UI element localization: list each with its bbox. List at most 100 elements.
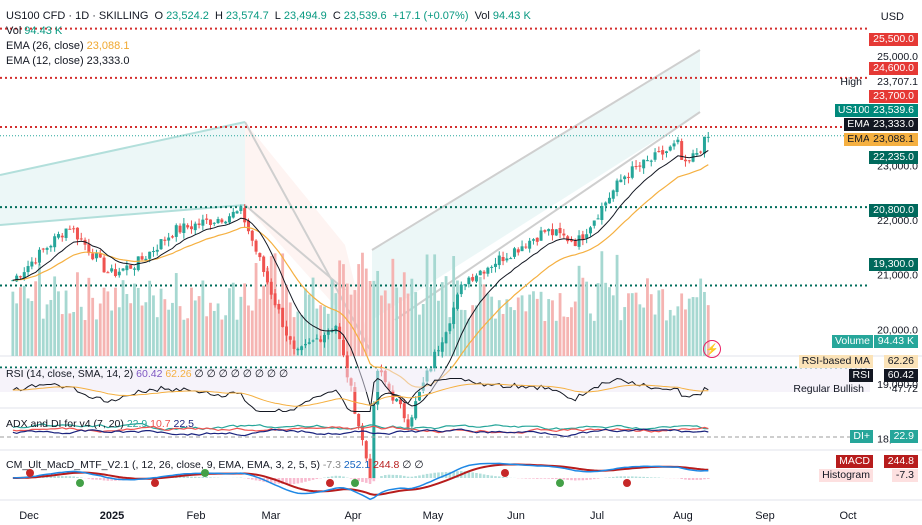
x-tick-jun: Jun [507,510,525,522]
level-tag-23700: 23,700.0 [869,90,918,103]
candle-body [550,229,554,236]
change-value: +17.1 (+0.07%) [392,10,469,22]
level-tag-25500: 25,500.0 [869,33,918,46]
volume-bar [425,254,429,356]
volume-bar [144,302,148,356]
vol-value: 94.43 K [24,25,63,37]
rsi-legend[interactable]: RSI (14, close, SMA, 14, 2) 60.42 62.26 … [6,368,288,380]
macd-histogram-bar [680,478,683,479]
level-tag-20800: 20,800.0 [869,204,918,217]
macd-histogram-bar [186,476,189,478]
candle-body [15,275,19,282]
candle-body [364,441,368,459]
volume-bar [383,290,387,356]
macd-histogram-bar [57,475,60,478]
candle-body [543,230,547,232]
macd-histogram-bar [463,471,467,478]
ema12-legend[interactable]: EMA (12, close) 23,333.0 [6,54,132,68]
candle-body [440,342,444,352]
ema26-value: 23,088.1 [86,40,130,52]
candle-body [338,326,342,340]
macd-histogram-bar [197,476,201,478]
volume-bar [117,307,121,356]
macd-histogram-bar [49,476,53,478]
macd-line [12,462,709,501]
volume-bar [672,315,676,356]
macd-histogram-bar [562,478,566,480]
macd-histogram-bar [338,475,341,478]
candle-body [121,268,125,271]
volume-bar [608,287,611,356]
volume-bar [315,308,319,356]
volume-bar [543,320,547,356]
ema12-tag-label: EMA [844,118,873,131]
volume-bar [361,252,364,356]
ema26-tag-label: EMA [844,133,873,146]
macd-histogram-bar [106,478,110,481]
candle-body [11,280,15,282]
macd-histogram-bar [703,478,706,480]
macd-histogram-bar [623,476,626,478]
candle-body [18,276,22,278]
volume-bar [494,318,497,356]
macd-histogram-bar [418,475,421,478]
volume-bar [357,264,361,356]
macd-histogram-bar [649,477,653,478]
di-plus-tag-label: DI+ [850,430,873,443]
candle-body [170,236,174,238]
last-price-symbol: US100 [834,104,873,117]
candle-body [254,240,258,252]
volume-bar [235,319,239,356]
candle-body [277,304,281,310]
macd-histogram-bar [596,478,600,479]
volume-bar [433,254,437,356]
macd-histogram-bar [497,476,501,478]
volume-legend[interactable]: Vol 94.43 K [6,24,65,38]
x-tick-dec: Dec [19,510,39,522]
rsi-ma-tag: 62.26 [883,355,918,368]
candle-body [588,227,592,234]
volume-bar [516,297,520,356]
ema26-legend[interactable]: EMA (26, close) 23,088.1 [6,39,132,53]
macd-histogram-bar [250,478,254,480]
symbol-label[interactable]: US100 CFD · 1D · SKILLING [6,10,149,22]
last-price-tag: 23,539.6 [869,104,918,117]
histogram-tag-label: Histogram [819,469,873,482]
macd-histogram-bar [95,478,98,480]
lightning-icon[interactable]: ⚡ [703,340,721,358]
candle-body [79,238,83,240]
x-tick-jul: Jul [589,510,605,522]
x-tick-apr: Apr [344,510,362,522]
channel-line [0,121,246,176]
candle-body [398,399,402,405]
macd-histogram-bar [110,478,113,481]
candle-body [623,176,627,180]
volume-bar [421,304,425,356]
candle-body [501,257,505,262]
adx-legend[interactable]: ADX and DI for v4 (7, 20) 22.9 10.7 22.5 [6,418,194,430]
candle-body [102,257,106,273]
macd-histogram-bar [433,472,436,478]
volume-bar [448,317,452,356]
volume-bar [581,277,585,356]
candle-body [512,248,516,257]
volume-bar [380,295,383,356]
currency-label[interactable]: USD [880,11,904,23]
volume-bar [418,314,421,356]
macd-histogram-bar [330,476,334,478]
candle-body [452,307,456,325]
open-value: 23,524.2 [166,10,209,22]
candle-body [224,221,228,224]
volume-bar [627,293,630,356]
channel-shade-1 [0,122,245,225]
macd-histogram-bar [353,478,357,481]
volume-bar [706,305,710,356]
volume-bar [182,319,186,356]
level-tag-19300: 19,300.0 [869,258,918,271]
macd-histogram-bar [205,477,208,478]
macd-legend[interactable]: CM_Ult_MacD_MTF_V2.1 (, 12, 26, close, 9… [6,459,424,471]
candle-body [296,348,300,351]
volume-bar [524,311,528,356]
